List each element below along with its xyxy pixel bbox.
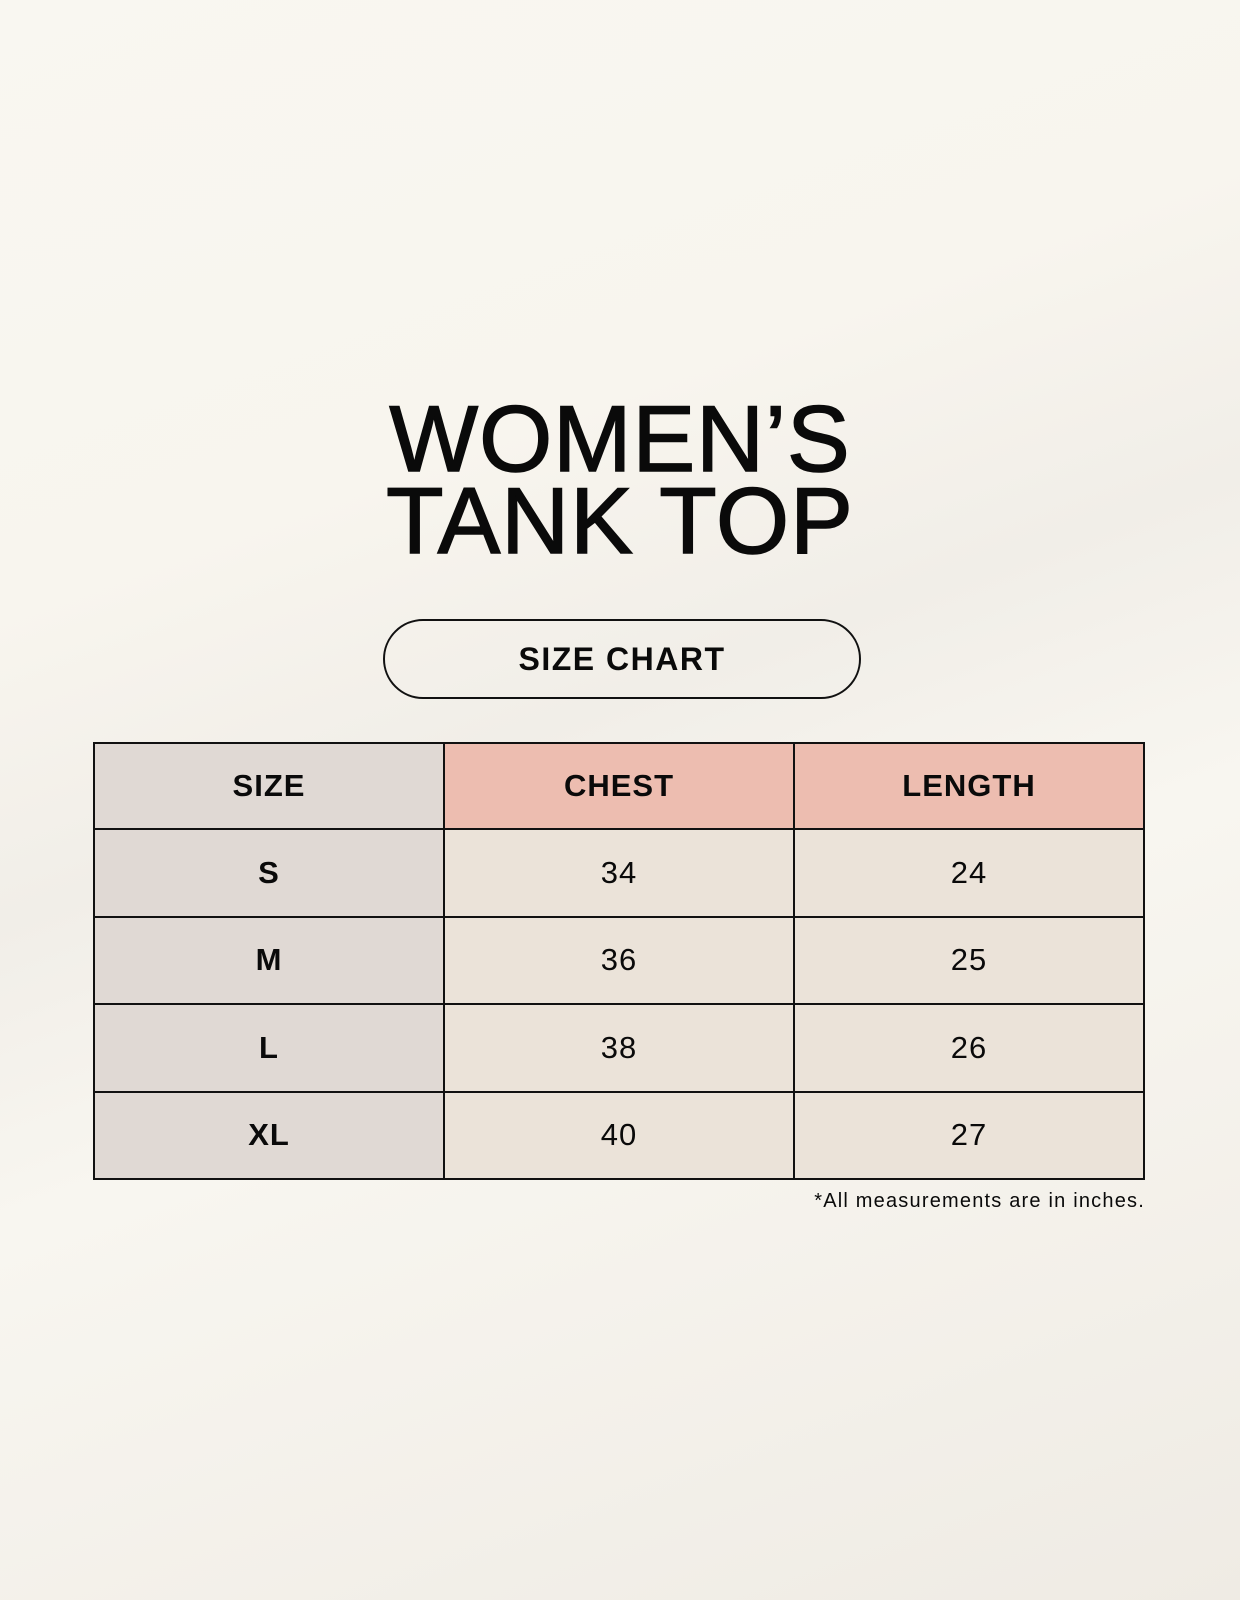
table-row: L 38 26 <box>93 1003 1145 1093</box>
chest-cell: 36 <box>443 915 795 1005</box>
length-cell: 26 <box>793 1003 1145 1093</box>
size-table: SIZE CHEST LENGTH S 34 24 M 36 25 L 38 2… <box>93 742 1145 1180</box>
header-chest: CHEST <box>443 742 795 830</box>
chest-cell: 38 <box>443 1003 795 1093</box>
page-title: WOMEN’S TANK TOP <box>0 386 1240 573</box>
chest-cell: 34 <box>443 828 795 918</box>
size-cell: M <box>93 915 445 1005</box>
header-length: LENGTH <box>793 742 1145 830</box>
length-cell: 27 <box>793 1090 1145 1180</box>
table-row: S 34 24 <box>93 828 1145 918</box>
size-cell: XL <box>93 1090 445 1180</box>
header-size: SIZE <box>93 742 445 830</box>
table-row: M 36 25 <box>93 915 1145 1005</box>
chest-cell: 40 <box>443 1090 795 1180</box>
size-cell: S <box>93 828 445 918</box>
length-cell: 25 <box>793 915 1145 1005</box>
size-chart-badge: SIZE CHART <box>383 619 861 699</box>
title-line-1: WOMEN’S <box>389 386 851 491</box>
size-cell: L <box>93 1003 445 1093</box>
footnote: *All measurements are in inches. <box>814 1190 1145 1212</box>
table-header-row: SIZE CHEST LENGTH <box>93 742 1145 830</box>
table-row: XL 40 27 <box>93 1090 1145 1180</box>
title-line-2: TANK TOP <box>385 468 854 573</box>
length-cell: 24 <box>793 828 1145 918</box>
